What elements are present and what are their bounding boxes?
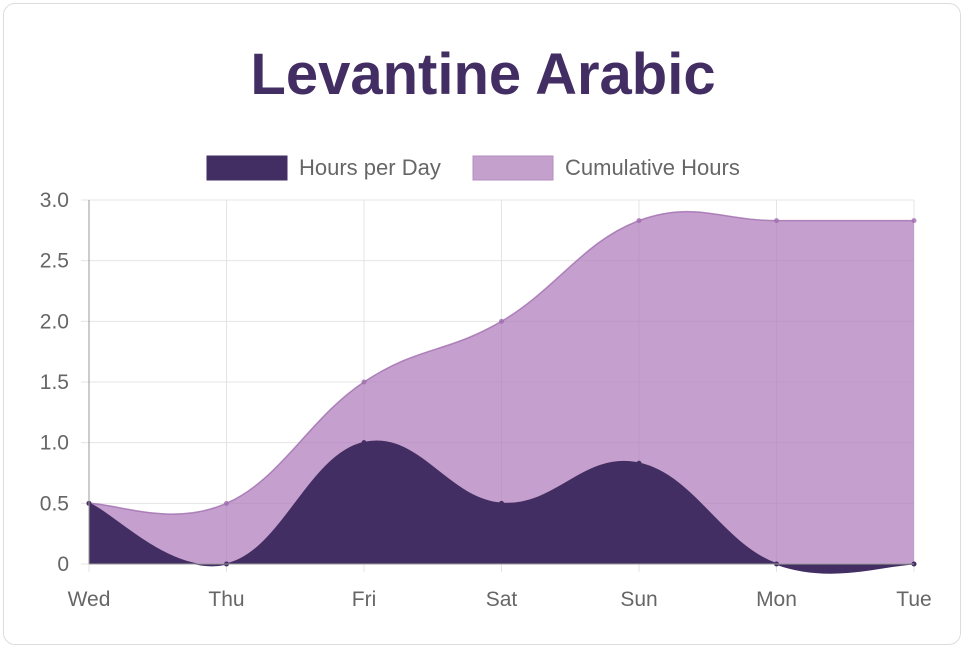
legend-item-cumulative-hours-swatch[interactable] [472,155,554,181]
x-tick-label: Fri [352,588,377,611]
legend-item-hours-per-day-swatch[interactable] [206,155,288,181]
y-tick-label: 2.5 [40,250,69,273]
x-tick-label: Wed [68,588,111,611]
legend-item-cumulative-hours-label[interactable]: Cumulative Hours [565,155,740,180]
chart-title: Levantine Arabic [250,42,716,107]
y-tick-label: 2.0 [40,310,69,333]
x-tick-label: Sun [620,588,657,611]
y-tick-label: 0 [57,553,69,576]
x-tick-label: Thu [208,588,244,611]
data-point[interactable] [774,218,779,224]
data-point[interactable] [224,500,229,506]
data-point[interactable] [636,218,642,224]
data-point[interactable] [499,318,504,324]
x-tick-label: Sat [486,588,518,611]
data-point[interactable] [911,218,917,224]
data-point[interactable] [636,460,642,466]
x-tick-label: Mon [756,588,797,611]
series-area-cumulative-hours [89,211,914,564]
data-point[interactable] [361,440,367,446]
data-point[interactable] [361,379,367,385]
x-tick-label: Tue [896,588,931,611]
y-tick-label: 3.0 [40,189,69,212]
series-area-hours-per-day [89,441,914,573]
y-tick-label: 1.0 [40,432,69,455]
legend-item-hours-per-day-label[interactable]: Hours per Day [299,155,441,180]
y-tick-label: 0.5 [40,492,69,515]
y-tick-label: 1.5 [40,371,69,394]
data-point[interactable] [499,500,504,506]
